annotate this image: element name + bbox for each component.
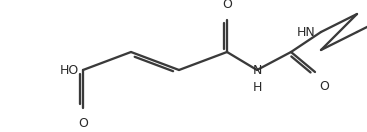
Text: H: H: [252, 81, 262, 94]
Text: O: O: [222, 0, 232, 11]
Text: HN: HN: [296, 25, 315, 39]
Text: HO: HO: [60, 63, 79, 77]
Text: O: O: [319, 80, 329, 93]
Text: O: O: [78, 117, 88, 130]
Text: N: N: [252, 63, 262, 77]
